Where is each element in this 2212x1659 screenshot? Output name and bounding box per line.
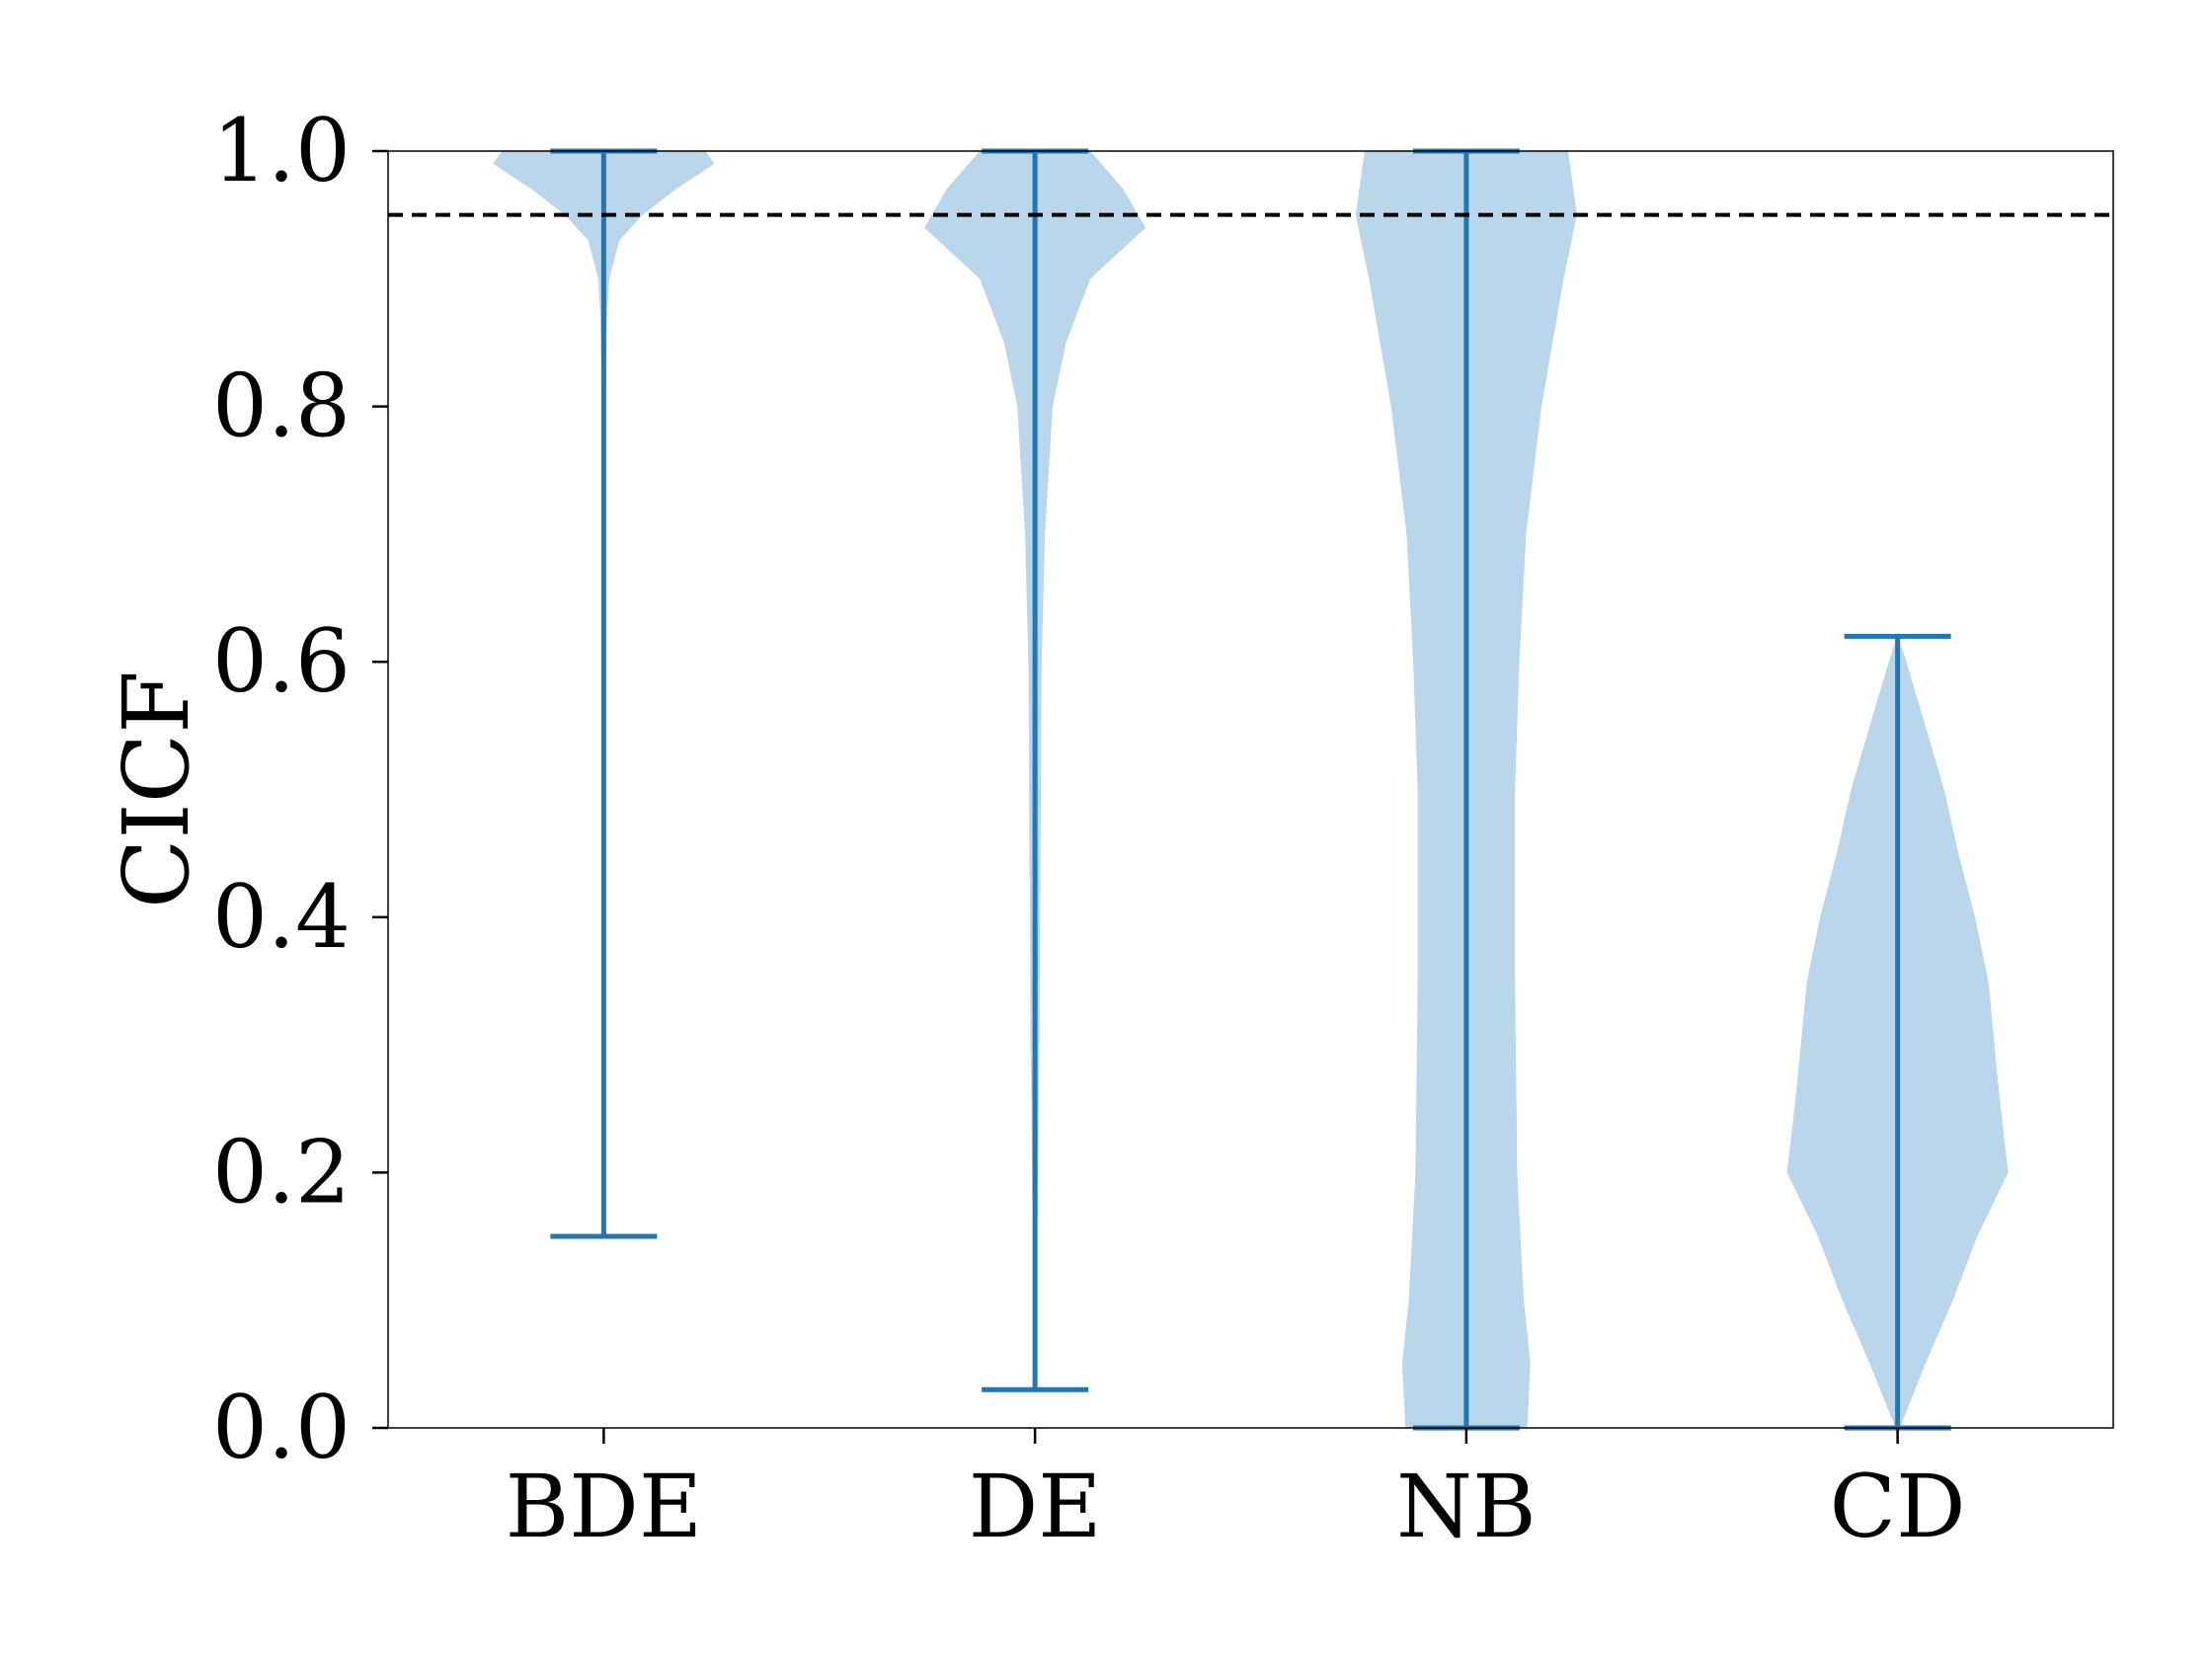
x-tick-label: BDE	[506, 1456, 702, 1557]
x-axis: BDE DE NB CD	[506, 1428, 1966, 1557]
y-tick-label: 1.0	[212, 100, 351, 201]
violin-whiskers	[550, 148, 1951, 1431]
x-tick-label: NB	[1396, 1456, 1537, 1557]
y-tick-label: 0.6	[212, 610, 351, 712]
y-tick-label: 0.0	[212, 1377, 351, 1478]
y-tick-label: 0.8	[212, 356, 351, 457]
plot-area-frame	[387, 150, 2114, 1429]
y-tick-label: 0.4	[212, 866, 351, 968]
y-tick-label: 0.2	[212, 1121, 351, 1223]
x-tick-label: DE	[969, 1456, 1102, 1557]
y-axis-label: CICF	[104, 671, 209, 908]
x-tick-label: CD	[1830, 1456, 1966, 1557]
violin-bodies	[493, 151, 2009, 1428]
y-axis: 0.0 0.2 0.4 0.6 0.8 1.0	[212, 100, 388, 1478]
